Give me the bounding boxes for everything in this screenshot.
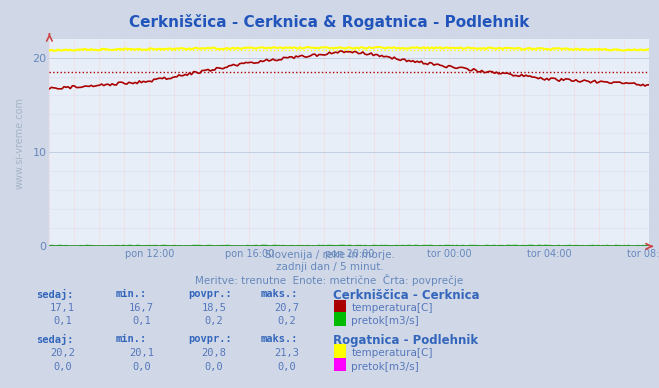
Text: www.si-vreme.com: www.si-vreme.com (14, 97, 24, 189)
Text: 18,5: 18,5 (202, 303, 227, 314)
Text: min.:: min.: (115, 334, 146, 344)
Text: 17,1: 17,1 (50, 303, 75, 314)
Text: sedaj:: sedaj: (36, 289, 74, 300)
Text: 0,0: 0,0 (205, 362, 223, 372)
Text: zadnji dan / 5 minut.: zadnji dan / 5 minut. (275, 262, 384, 272)
Text: 20,2: 20,2 (50, 348, 75, 358)
Text: Cerkniščica - Cerknica: Cerkniščica - Cerknica (333, 289, 479, 302)
Text: Cerkniščica - Cerknica & Rogatnica - Podlehnik: Cerkniščica - Cerknica & Rogatnica - Pod… (129, 14, 530, 29)
Text: sedaj:: sedaj: (36, 334, 74, 345)
Text: 0,1: 0,1 (53, 316, 72, 326)
Text: temperatura[C]: temperatura[C] (351, 303, 433, 314)
Text: 16,7: 16,7 (129, 303, 154, 314)
Text: 0,0: 0,0 (53, 362, 72, 372)
Text: 21,3: 21,3 (274, 348, 299, 358)
Text: 20,7: 20,7 (274, 303, 299, 314)
Text: povpr.:: povpr.: (188, 334, 231, 344)
Text: Rogatnica - Podlehnik: Rogatnica - Podlehnik (333, 334, 478, 347)
Text: povpr.:: povpr.: (188, 289, 231, 299)
Text: min.:: min.: (115, 289, 146, 299)
Text: Slovenija / reke in morje.: Slovenija / reke in morje. (264, 250, 395, 260)
Text: 20,8: 20,8 (202, 348, 227, 358)
Text: 0,2: 0,2 (277, 316, 296, 326)
Text: maks.:: maks.: (260, 289, 298, 299)
Text: maks.:: maks.: (260, 334, 298, 344)
Text: 20,1: 20,1 (129, 348, 154, 358)
Text: Meritve: trenutne  Enote: metrične  Črta: povprečje: Meritve: trenutne Enote: metrične Črta: … (195, 274, 464, 286)
Text: pretok[m3/s]: pretok[m3/s] (351, 316, 419, 326)
Text: 0,1: 0,1 (132, 316, 151, 326)
Text: 0,2: 0,2 (205, 316, 223, 326)
Text: temperatura[C]: temperatura[C] (351, 348, 433, 358)
Text: 0,0: 0,0 (132, 362, 151, 372)
Text: pretok[m3/s]: pretok[m3/s] (351, 362, 419, 372)
Text: 0,0: 0,0 (277, 362, 296, 372)
